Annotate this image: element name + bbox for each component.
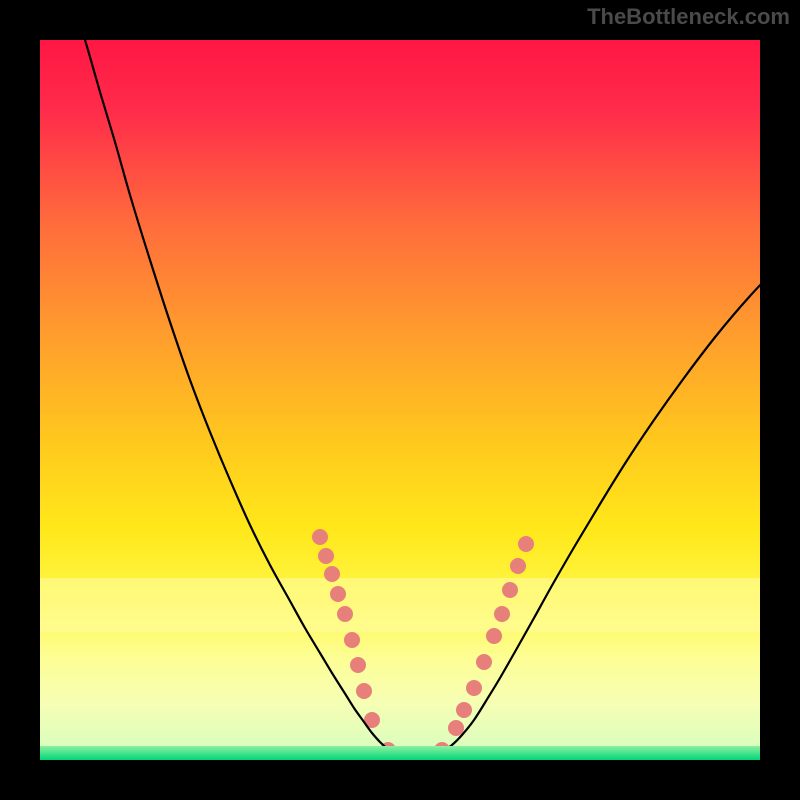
highlight-band-yellow	[40, 578, 760, 632]
watermark-text: TheBottleneck.com	[587, 4, 790, 30]
plot-background-gradient	[40, 40, 760, 760]
chart-root: TheBottleneck.com	[0, 0, 800, 800]
baseline-band-green	[40, 746, 760, 760]
